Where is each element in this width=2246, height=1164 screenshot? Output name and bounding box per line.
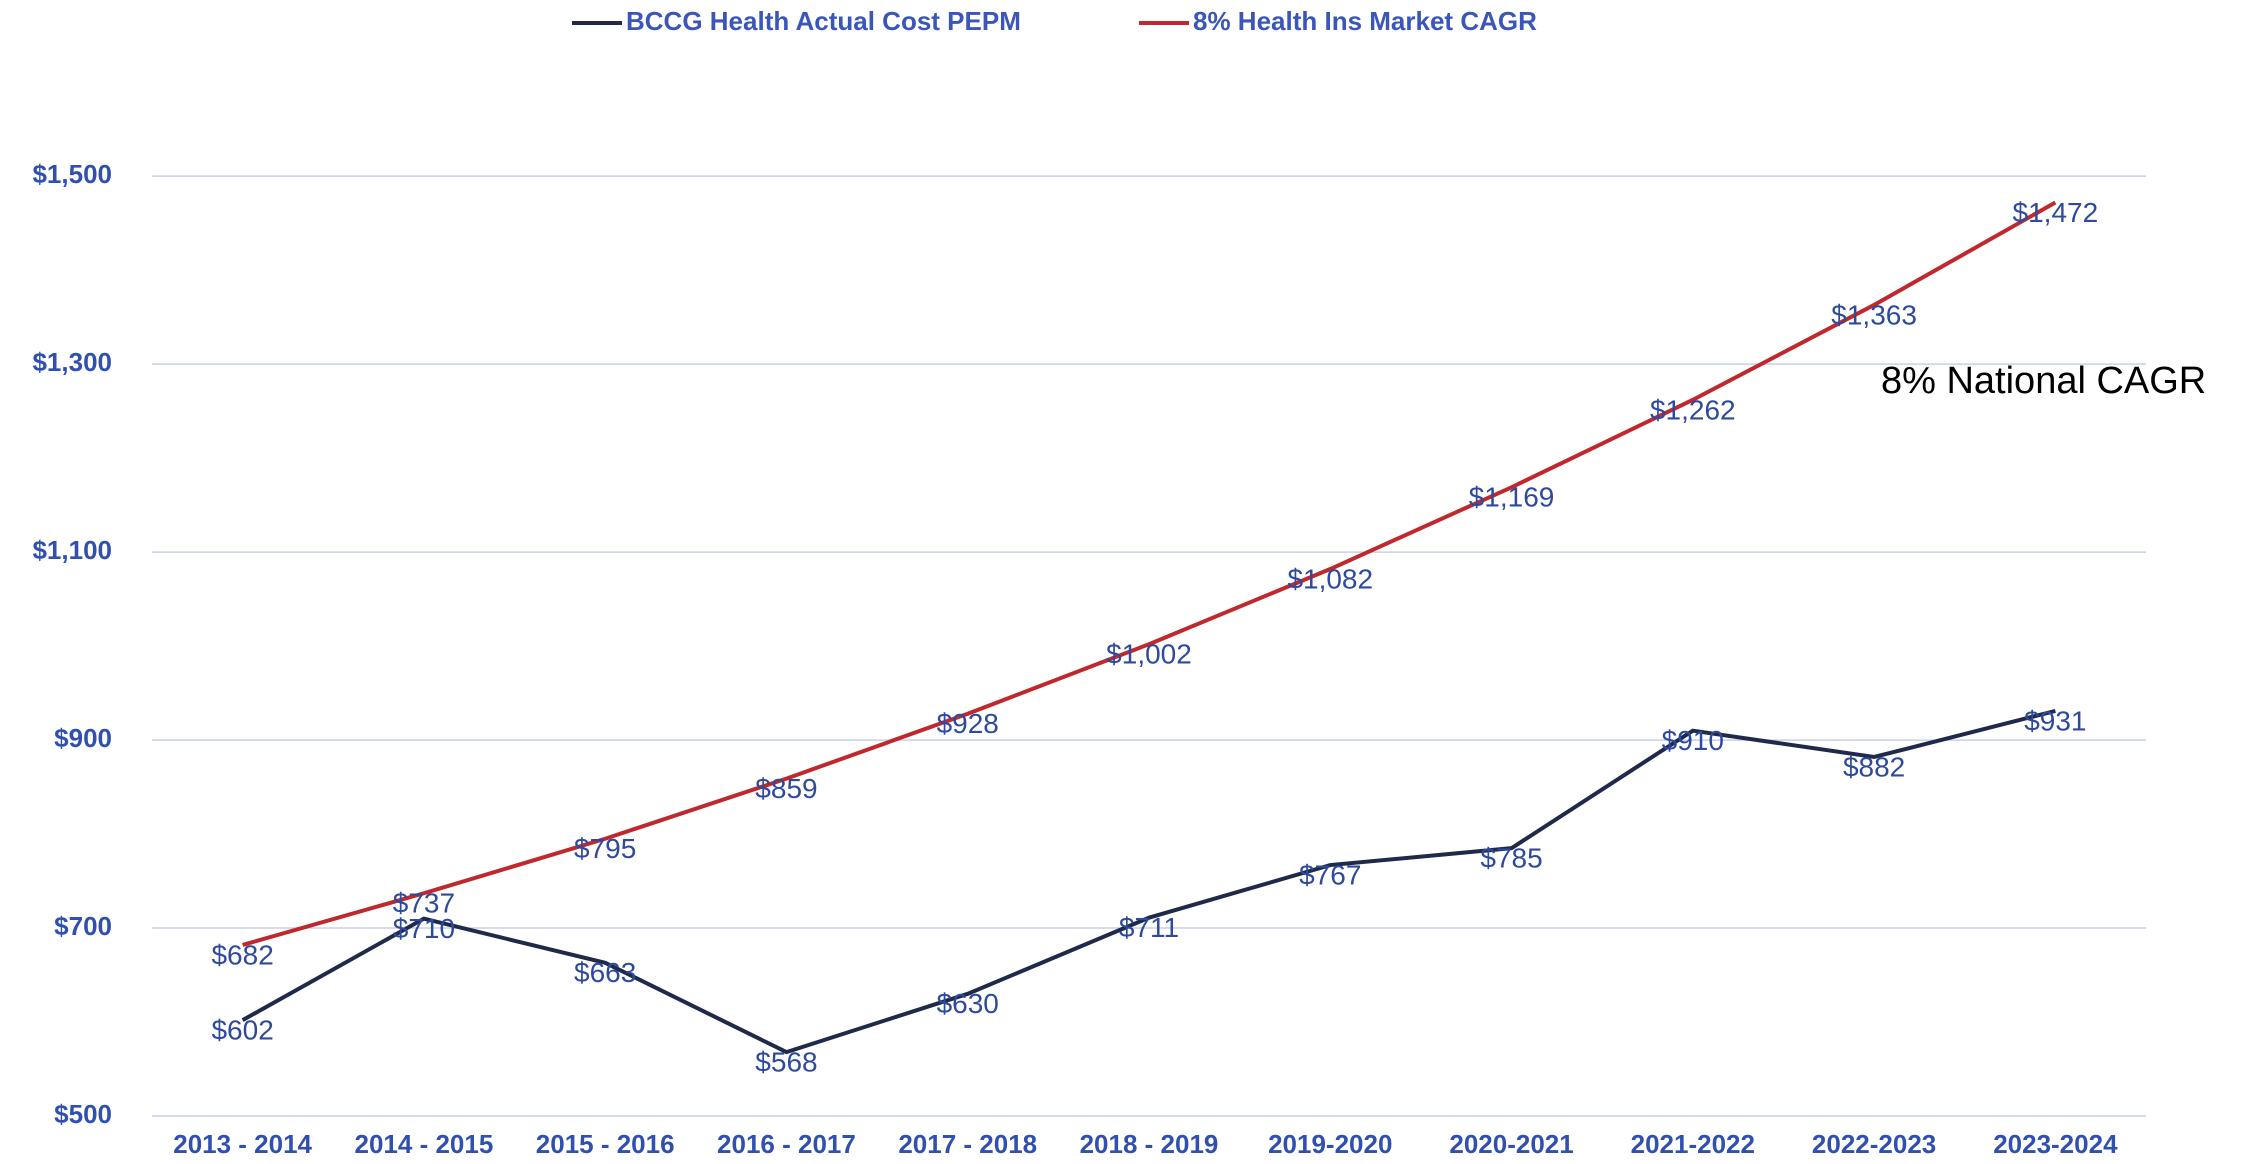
data-line <box>241 709 2056 1055</box>
x-tick-label: 2017 - 2018 <box>898 1129 1037 1159</box>
x-tick-label: 2018 - 2019 <box>1080 1129 1219 1159</box>
data-label: $1,363 <box>1831 299 1917 330</box>
data-label: $1,169 <box>1469 482 1555 513</box>
data-label: $737 <box>393 888 455 919</box>
data-label: $1,262 <box>1650 394 1736 425</box>
data-label: $1,082 <box>1287 563 1373 594</box>
x-tick-label: 2015 - 2016 <box>536 1129 675 1159</box>
x-tick-label: 2021-2022 <box>1631 1129 1755 1159</box>
legend-label: 8% Health Ins Market CAGR <box>1193 6 1537 36</box>
data-label: $910 <box>1662 725 1724 756</box>
data-label: $682 <box>211 939 273 970</box>
data-label: $767 <box>1299 859 1361 890</box>
y-tick-label: $1,100 <box>32 535 112 565</box>
data-label: $795 <box>574 833 636 864</box>
y-tick-label: $900 <box>54 723 112 753</box>
x-tick-label: 2019-2020 <box>1268 1129 1392 1159</box>
data-label: $859 <box>755 773 817 804</box>
data-label: $630 <box>937 988 999 1019</box>
data-label: $710 <box>393 913 455 944</box>
legend-label: BCCG Health Actual Cost PEPM <box>626 6 1021 36</box>
y-tick-label: $700 <box>54 911 112 941</box>
y-tick-label: $500 <box>54 1099 112 1129</box>
x-tick-label: 2014 - 2015 <box>355 1129 494 1159</box>
data-label: $1,472 <box>2013 197 2099 228</box>
x-tick-label: 2020-2021 <box>1449 1129 1573 1159</box>
x-tick-label: 2023-2024 <box>1993 1129 2118 1159</box>
data-label: $785 <box>1480 843 1542 874</box>
data-label: $711 <box>1119 912 1179 943</box>
x-tick-label: 2016 - 2017 <box>717 1129 856 1159</box>
data-label: $882 <box>1843 751 1905 782</box>
y-tick-label: $1,500 <box>32 159 112 189</box>
y-tick-label: $1,300 <box>32 347 112 377</box>
x-tick-label: 2022-2023 <box>1812 1129 1936 1159</box>
x-tick-label: 2013 - 2014 <box>173 1129 312 1159</box>
data-label: $663 <box>574 957 636 988</box>
data-line <box>242 200 2057 947</box>
data-label: $928 <box>937 708 999 739</box>
annotation: 8% National CAGR <box>1881 360 2206 402</box>
data-label: $1,002 <box>1106 639 1192 670</box>
data-label: $931 <box>2024 705 2086 736</box>
data-label: $602 <box>211 1015 273 1046</box>
data-label: $568 <box>755 1046 817 1077</box>
